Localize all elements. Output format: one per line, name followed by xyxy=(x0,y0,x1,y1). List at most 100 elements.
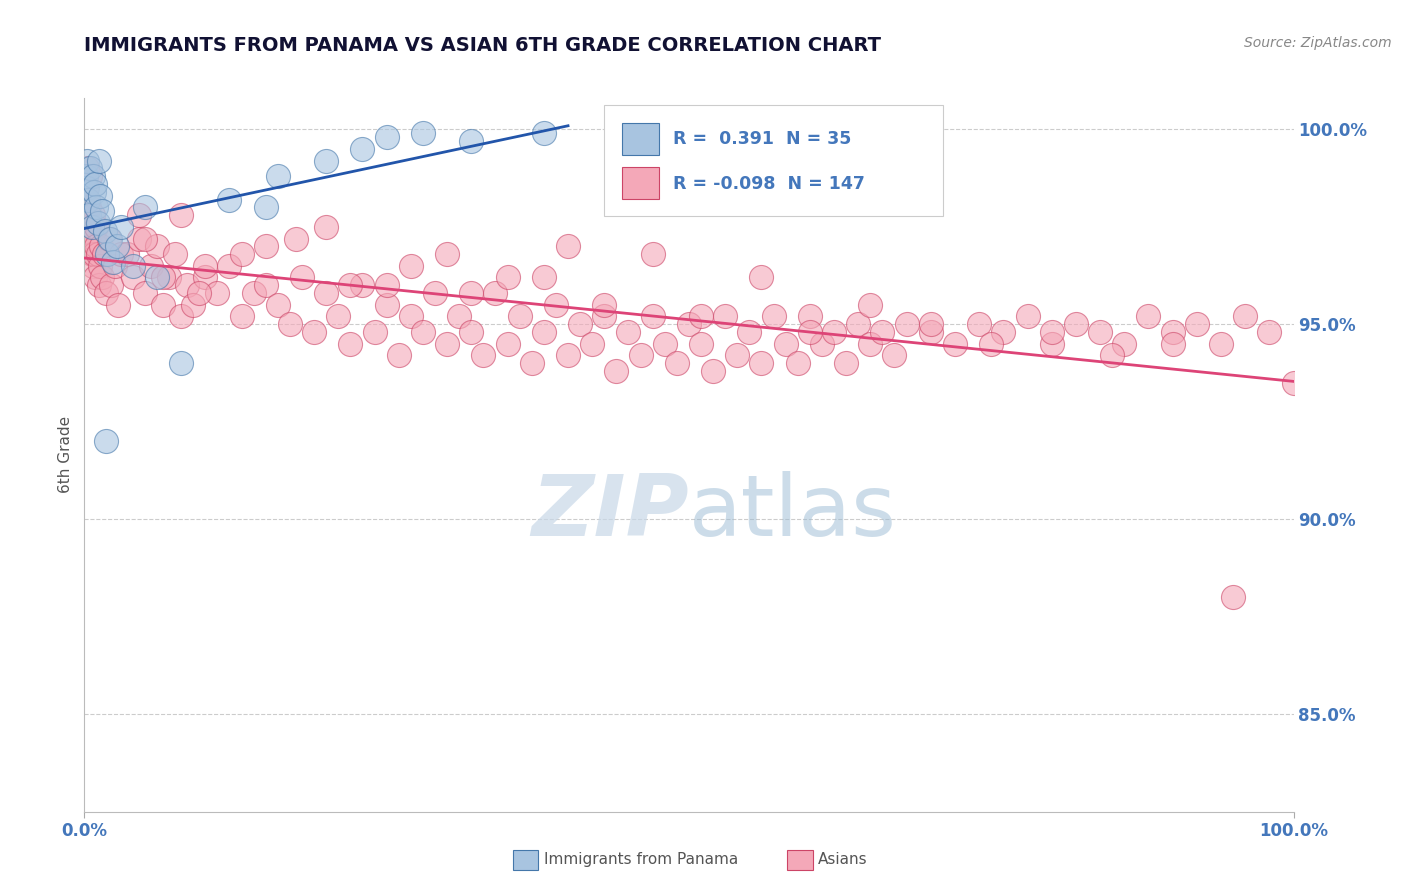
FancyBboxPatch shape xyxy=(605,105,943,216)
Point xyxy=(654,336,676,351)
Point xyxy=(1234,310,1257,324)
Point xyxy=(76,161,98,176)
Point xyxy=(690,336,713,351)
Point xyxy=(75,181,97,195)
Y-axis label: 6th Grade: 6th Grade xyxy=(58,417,73,493)
Point xyxy=(284,231,308,245)
Point xyxy=(176,278,198,293)
Point xyxy=(82,259,104,273)
Point xyxy=(375,130,398,145)
Point xyxy=(557,239,579,253)
Point xyxy=(76,181,98,195)
Point xyxy=(799,325,821,339)
Point xyxy=(104,259,127,273)
Point xyxy=(278,318,301,332)
Point xyxy=(254,278,277,293)
Point xyxy=(641,247,664,261)
Text: IMMIGRANTS FROM PANAMA VS ASIAN 6TH GRADE CORRELATION CHART: IMMIGRANTS FROM PANAMA VS ASIAN 6TH GRAD… xyxy=(84,36,882,54)
Point xyxy=(90,239,112,253)
Point xyxy=(544,298,567,312)
Point xyxy=(617,325,640,339)
Point xyxy=(533,270,555,285)
Point xyxy=(170,310,193,324)
Text: R = -0.098  N = 147: R = -0.098 N = 147 xyxy=(673,175,865,193)
Point xyxy=(702,364,724,378)
Point xyxy=(267,169,290,183)
Point xyxy=(593,310,616,324)
Point xyxy=(328,310,350,324)
Point xyxy=(110,219,132,234)
Point xyxy=(436,336,458,351)
Point xyxy=(399,259,422,273)
Text: ZIP: ZIP xyxy=(531,470,689,554)
Point xyxy=(242,286,264,301)
Point xyxy=(581,336,603,351)
Point xyxy=(557,349,579,363)
Point xyxy=(859,336,882,351)
Point xyxy=(103,255,125,269)
Point xyxy=(460,325,482,339)
Point xyxy=(823,325,845,339)
Point xyxy=(94,224,117,238)
Point xyxy=(77,208,100,222)
Point xyxy=(97,231,120,245)
Point xyxy=(533,325,555,339)
Point xyxy=(86,216,108,230)
Point xyxy=(339,278,361,293)
Point xyxy=(76,153,98,168)
Point xyxy=(872,325,894,339)
Point xyxy=(157,270,180,285)
Point xyxy=(100,278,122,293)
Point xyxy=(84,270,107,285)
Point xyxy=(86,247,108,261)
Point xyxy=(896,318,918,332)
Point xyxy=(412,325,434,339)
Point xyxy=(423,286,446,301)
Point xyxy=(690,310,713,324)
Point xyxy=(1282,376,1305,390)
Point xyxy=(1185,318,1208,332)
Point xyxy=(231,247,253,261)
Point xyxy=(86,239,108,253)
Point xyxy=(509,310,531,324)
Point xyxy=(678,318,700,332)
Point xyxy=(786,356,808,370)
Point xyxy=(83,247,105,261)
Point xyxy=(98,231,121,245)
Point xyxy=(1017,310,1039,324)
FancyBboxPatch shape xyxy=(623,123,658,155)
Point xyxy=(94,286,117,301)
Point xyxy=(267,298,290,312)
Point xyxy=(449,310,471,324)
Point xyxy=(533,126,555,140)
Point xyxy=(86,200,108,214)
Point xyxy=(339,336,361,351)
Point xyxy=(170,208,193,222)
Point xyxy=(80,247,103,261)
Point xyxy=(967,318,990,332)
Point xyxy=(128,208,150,222)
Point xyxy=(93,247,115,261)
Point xyxy=(146,270,169,285)
Point xyxy=(87,153,110,168)
Point xyxy=(593,298,616,312)
Point xyxy=(115,247,138,261)
Point xyxy=(77,193,100,207)
Point xyxy=(762,310,785,324)
Point xyxy=(121,270,143,285)
Point xyxy=(496,336,519,351)
Point xyxy=(352,278,374,293)
Point xyxy=(883,349,905,363)
Point xyxy=(1088,325,1111,339)
Point xyxy=(254,239,277,253)
FancyBboxPatch shape xyxy=(623,168,658,200)
Point xyxy=(79,239,101,253)
Point xyxy=(993,325,1015,339)
Point xyxy=(231,310,253,324)
Point xyxy=(194,259,217,273)
Point xyxy=(641,310,664,324)
Point xyxy=(134,286,156,301)
Point xyxy=(1209,336,1232,351)
Point xyxy=(460,134,482,148)
Point xyxy=(1040,325,1063,339)
